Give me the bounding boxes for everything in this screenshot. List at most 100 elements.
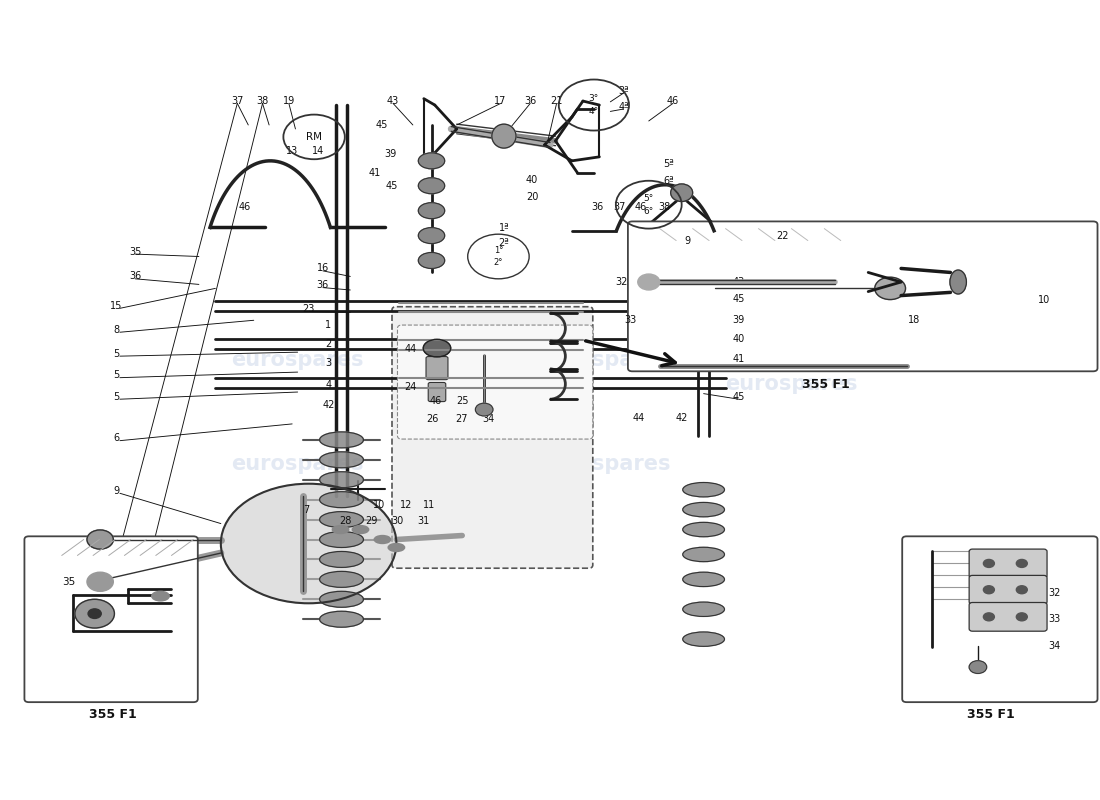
Text: RM: RM xyxy=(306,132,322,142)
Ellipse shape xyxy=(683,547,725,562)
Text: 355 F1: 355 F1 xyxy=(802,378,850,390)
Ellipse shape xyxy=(320,571,363,587)
Text: 43: 43 xyxy=(387,96,399,106)
Text: 34: 34 xyxy=(1048,641,1060,650)
Text: 31: 31 xyxy=(418,516,430,526)
Text: eurospares: eurospares xyxy=(231,454,364,474)
Text: 5ª: 5ª xyxy=(663,159,674,169)
Text: 38: 38 xyxy=(658,202,670,212)
Text: 12: 12 xyxy=(400,500,412,510)
Text: 40: 40 xyxy=(525,175,538,185)
Ellipse shape xyxy=(221,484,396,603)
Text: 9: 9 xyxy=(113,486,120,496)
Ellipse shape xyxy=(320,472,363,488)
Text: 355 F1: 355 F1 xyxy=(967,709,1014,722)
Text: 17: 17 xyxy=(494,96,507,106)
Text: 26: 26 xyxy=(427,414,439,424)
Text: 7: 7 xyxy=(304,505,309,515)
FancyBboxPatch shape xyxy=(426,357,448,380)
Ellipse shape xyxy=(683,482,725,497)
Text: 6ª: 6ª xyxy=(663,176,674,186)
Ellipse shape xyxy=(418,253,444,269)
Ellipse shape xyxy=(1016,586,1027,594)
Text: 46: 46 xyxy=(430,396,442,406)
Ellipse shape xyxy=(332,526,349,534)
Circle shape xyxy=(87,530,113,549)
Text: 11: 11 xyxy=(424,500,436,510)
Ellipse shape xyxy=(671,184,693,202)
Text: 42: 42 xyxy=(322,400,334,410)
Text: 33: 33 xyxy=(1048,614,1060,624)
Text: 30: 30 xyxy=(392,516,404,526)
Text: eurospares: eurospares xyxy=(725,374,858,394)
Text: 39: 39 xyxy=(385,150,397,159)
Text: 16: 16 xyxy=(317,263,329,274)
Text: 4: 4 xyxy=(326,380,331,390)
Text: 28: 28 xyxy=(340,516,352,526)
Ellipse shape xyxy=(1016,559,1027,567)
Text: 6: 6 xyxy=(113,434,120,443)
Text: 36: 36 xyxy=(317,280,329,290)
Text: 9: 9 xyxy=(684,235,690,246)
Text: 34: 34 xyxy=(483,414,495,424)
Circle shape xyxy=(88,609,101,618)
Ellipse shape xyxy=(1016,613,1027,621)
Ellipse shape xyxy=(374,535,390,543)
Text: 6°: 6° xyxy=(644,206,653,215)
Text: eurospares: eurospares xyxy=(539,350,671,370)
Text: 41: 41 xyxy=(733,354,745,363)
Text: 46: 46 xyxy=(239,202,251,212)
Text: 5°: 5° xyxy=(644,194,653,203)
Text: 45: 45 xyxy=(733,392,745,402)
Ellipse shape xyxy=(352,526,368,534)
FancyBboxPatch shape xyxy=(969,549,1047,578)
Text: 355 F1: 355 F1 xyxy=(89,709,136,722)
Text: 18: 18 xyxy=(909,315,921,326)
Text: 40: 40 xyxy=(733,334,745,345)
Text: 44: 44 xyxy=(632,413,645,422)
Ellipse shape xyxy=(683,602,725,617)
Text: 45: 45 xyxy=(733,294,745,304)
Text: 5: 5 xyxy=(113,349,120,358)
Text: 33: 33 xyxy=(624,315,636,326)
Ellipse shape xyxy=(320,432,363,448)
Text: 2ª: 2ª xyxy=(498,238,509,248)
Ellipse shape xyxy=(683,502,725,517)
FancyBboxPatch shape xyxy=(969,575,1047,604)
Ellipse shape xyxy=(152,591,169,601)
Text: 15: 15 xyxy=(110,301,123,311)
FancyBboxPatch shape xyxy=(392,306,593,568)
Text: 36: 36 xyxy=(129,271,142,282)
Text: 10: 10 xyxy=(373,500,385,510)
Ellipse shape xyxy=(424,339,451,357)
Text: 24: 24 xyxy=(405,382,417,392)
Text: 43: 43 xyxy=(733,277,745,287)
Text: 14: 14 xyxy=(312,146,324,156)
Text: 37: 37 xyxy=(613,202,625,212)
Text: 38: 38 xyxy=(256,96,268,106)
Text: 10: 10 xyxy=(1037,295,1049,306)
Ellipse shape xyxy=(950,270,967,294)
FancyBboxPatch shape xyxy=(428,382,446,402)
Ellipse shape xyxy=(683,572,725,586)
Text: 3: 3 xyxy=(326,358,331,368)
Text: 27: 27 xyxy=(455,414,468,424)
Ellipse shape xyxy=(683,522,725,537)
FancyBboxPatch shape xyxy=(628,222,1098,371)
Ellipse shape xyxy=(418,178,444,194)
Ellipse shape xyxy=(418,153,444,169)
Circle shape xyxy=(969,661,987,674)
Text: 22: 22 xyxy=(777,230,789,241)
Text: 44: 44 xyxy=(405,344,417,354)
Text: 1: 1 xyxy=(326,320,331,330)
Circle shape xyxy=(475,403,493,416)
Text: 8: 8 xyxy=(113,325,120,335)
Ellipse shape xyxy=(492,124,516,148)
Text: 46: 46 xyxy=(667,96,679,106)
Ellipse shape xyxy=(388,543,405,551)
FancyBboxPatch shape xyxy=(397,325,593,439)
Text: 36: 36 xyxy=(524,96,537,106)
Text: 39: 39 xyxy=(733,315,745,326)
Text: 32: 32 xyxy=(615,277,627,287)
Text: 32: 32 xyxy=(1048,588,1060,598)
